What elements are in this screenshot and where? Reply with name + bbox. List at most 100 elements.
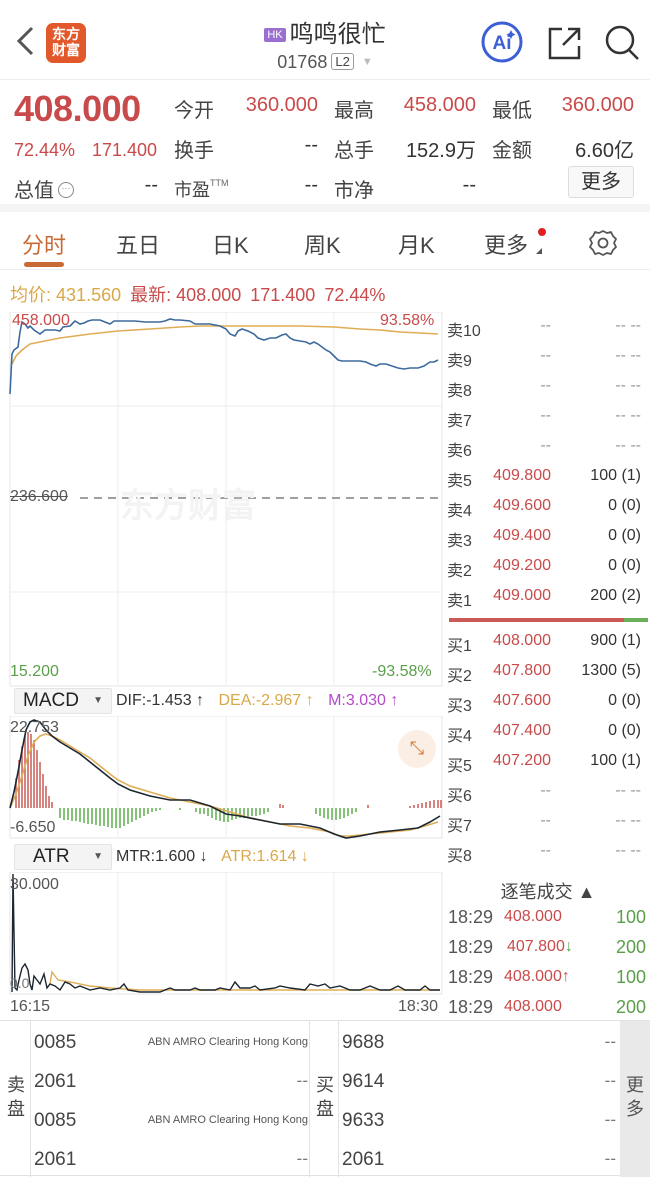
pb-value: -- [462, 174, 476, 196]
ask-price: 409.400 [493, 527, 551, 544]
tab-more[interactable]: 更多 [484, 233, 529, 258]
bid-level: 买1 [447, 638, 472, 655]
corner-triangle-icon [536, 248, 542, 254]
macd-axis-min: -6.650 [10, 819, 56, 836]
indicator-select-atr[interactable]: ATR ▼ [14, 844, 112, 870]
level2-badge: L2 [331, 53, 354, 70]
pct-axis-max: 93.58% [380, 312, 435, 329]
tick-arrow-down-icon: ↓ [564, 938, 573, 955]
broker-id: 9688 [342, 1032, 385, 1053]
bid-level: 买3 [447, 698, 472, 715]
latest-value: 408.000 [176, 285, 242, 305]
time-axis-end: 18:30 [398, 998, 439, 1015]
ask-price: 409.800 [493, 467, 551, 484]
buy-broker-row[interactable]: 9688 -- [342, 1023, 616, 1061]
amount-label: 金额 [492, 140, 532, 162]
sell-broker-row[interactable]: 0085 ABN AMRO Clearing Hong Kong [34, 1023, 308, 1061]
ask-row: 卖8 -- -- -- [443, 372, 650, 402]
tick-row: 18:29 408.000 200 [448, 994, 646, 1024]
broker-id: 0085 [34, 1032, 77, 1053]
buy-broker-row[interactable]: 2061 -- [342, 1140, 616, 1178]
stock-title: HK 鸣鸣很忙 [200, 14, 450, 49]
tab-weekly-k[interactable]: 周K [304, 233, 341, 258]
bid-level: 买5 [447, 758, 472, 775]
ask-price: -- [540, 437, 551, 454]
search-icon [605, 25, 639, 60]
broker-name: -- [604, 1110, 616, 1129]
tab-monthly-k[interactable]: 月K [398, 233, 435, 258]
ask-price: -- [540, 407, 551, 424]
expand-icon: ⤡ [409, 738, 425, 758]
top-nav-bar: 东方 财富 HK 鸣鸣很忙 01768 L2 ▼ Ai [0, 0, 650, 80]
bid-price: 407.600 [493, 692, 551, 709]
ask-row: 卖9 -- -- -- [443, 342, 650, 372]
avg-price-value: 431.560 [56, 285, 122, 305]
tab-five-day[interactable]: 五日 [116, 233, 161, 258]
bid-volume: 900 (1) [590, 632, 641, 649]
watermark: 东方财富 [120, 486, 256, 526]
indicator-select-macd[interactable]: MACD ▼ [14, 688, 112, 714]
ask-level: 卖3 [447, 533, 472, 550]
stock-code-selector[interactable]: 01768 L2 ▼ [200, 52, 450, 73]
tab-daily-k[interactable]: 日K [212, 233, 249, 258]
more-quote-button[interactable]: 更多 [568, 166, 634, 198]
ask-row: 卖7 -- -- -- [443, 402, 650, 432]
market-badge: HK [264, 28, 286, 42]
buy-side-label: 买盘 [313, 1073, 337, 1121]
chart-settings-button[interactable] [588, 228, 618, 258]
expand-chart-button[interactable]: ⤡ [398, 730, 436, 768]
info-icon[interactable]: ··· [58, 182, 74, 198]
ask-row: 卖3 409.400 0 (0) [443, 522, 650, 552]
buy-label-char: 买 [316, 1075, 334, 1095]
tab-intraday[interactable]: 分时 [22, 233, 67, 258]
volume-label: 总手 [334, 140, 374, 162]
macd-chart[interactable] [0, 716, 445, 840]
market-cap-value: -- [144, 174, 158, 196]
low-value: 360.000 [561, 94, 634, 116]
ask-volume: -- -- [615, 407, 641, 424]
atr-axis-max: 30.000 [10, 876, 59, 893]
tick-trades-header[interactable]: 逐笔成交 ▲ [446, 878, 650, 904]
bid-volume: 0 (0) [608, 722, 641, 739]
pe-value: -- [304, 174, 318, 196]
broker-name: ABN AMRO Clearing Hong Kong [147, 1036, 308, 1048]
bid-row: 买8 -- -- -- [443, 837, 650, 867]
bid-price: 407.200 [493, 752, 551, 769]
price-axis-min: 15.200 [10, 663, 59, 680]
ask-price: 409.600 [493, 497, 551, 514]
atr-values: MTR:1.600 ↓ ATR:1.614 ↓ [116, 848, 319, 866]
buy-broker-row[interactable]: 9633 -- [342, 1101, 616, 1139]
ask-level: 卖6 [447, 443, 472, 460]
latest-change-amount: 171.400 [250, 285, 316, 305]
sell-broker-row[interactable]: 2061 -- [34, 1062, 308, 1100]
bid-volume: -- -- [615, 812, 641, 829]
pb-label: 市净 [334, 180, 374, 202]
sell-broker-row[interactable]: 0085 ABN AMRO Clearing Hong Kong [34, 1101, 308, 1139]
avg-price-label: 均价: [10, 285, 52, 305]
ai-assistant-button[interactable]: Ai [478, 20, 526, 64]
buy-broker-row[interactable]: 9614 -- [342, 1062, 616, 1100]
bid-volume: 1300 (5) [581, 662, 641, 679]
bid-row: 买4 407.400 0 (0) [443, 717, 650, 747]
bid-row: 买6 -- -- -- [443, 777, 650, 807]
current-price: 408.000 [14, 88, 141, 129]
caret-down-icon: ▼ [93, 851, 103, 862]
share-button[interactable] [546, 24, 584, 62]
amount-value: 6.60亿 [575, 140, 634, 162]
brokers-more-button[interactable]: 更多 [620, 1021, 650, 1177]
pct-axis-min: -93.58% [372, 663, 432, 680]
app-logo[interactable]: 东方 财富 [46, 23, 86, 63]
atr-chart[interactable] [0, 872, 445, 996]
tick-time: 18:29 [448, 997, 494, 1017]
ask-volume: 200 (2) [590, 587, 641, 604]
ask-volume: 100 (1) [590, 467, 641, 484]
atr-axis-min: 0.0 [10, 975, 30, 991]
back-button[interactable] [14, 24, 38, 58]
bid-price: -- [540, 812, 551, 829]
search-button[interactable] [602, 22, 642, 62]
sell-broker-row[interactable]: 2061 -- [34, 1140, 308, 1178]
divider [338, 1021, 339, 1177]
intraday-price-chart[interactable]: 东方财富 [0, 312, 445, 688]
atr-select-label: ATR [33, 846, 70, 867]
more-label-char: 多 [626, 1099, 644, 1119]
